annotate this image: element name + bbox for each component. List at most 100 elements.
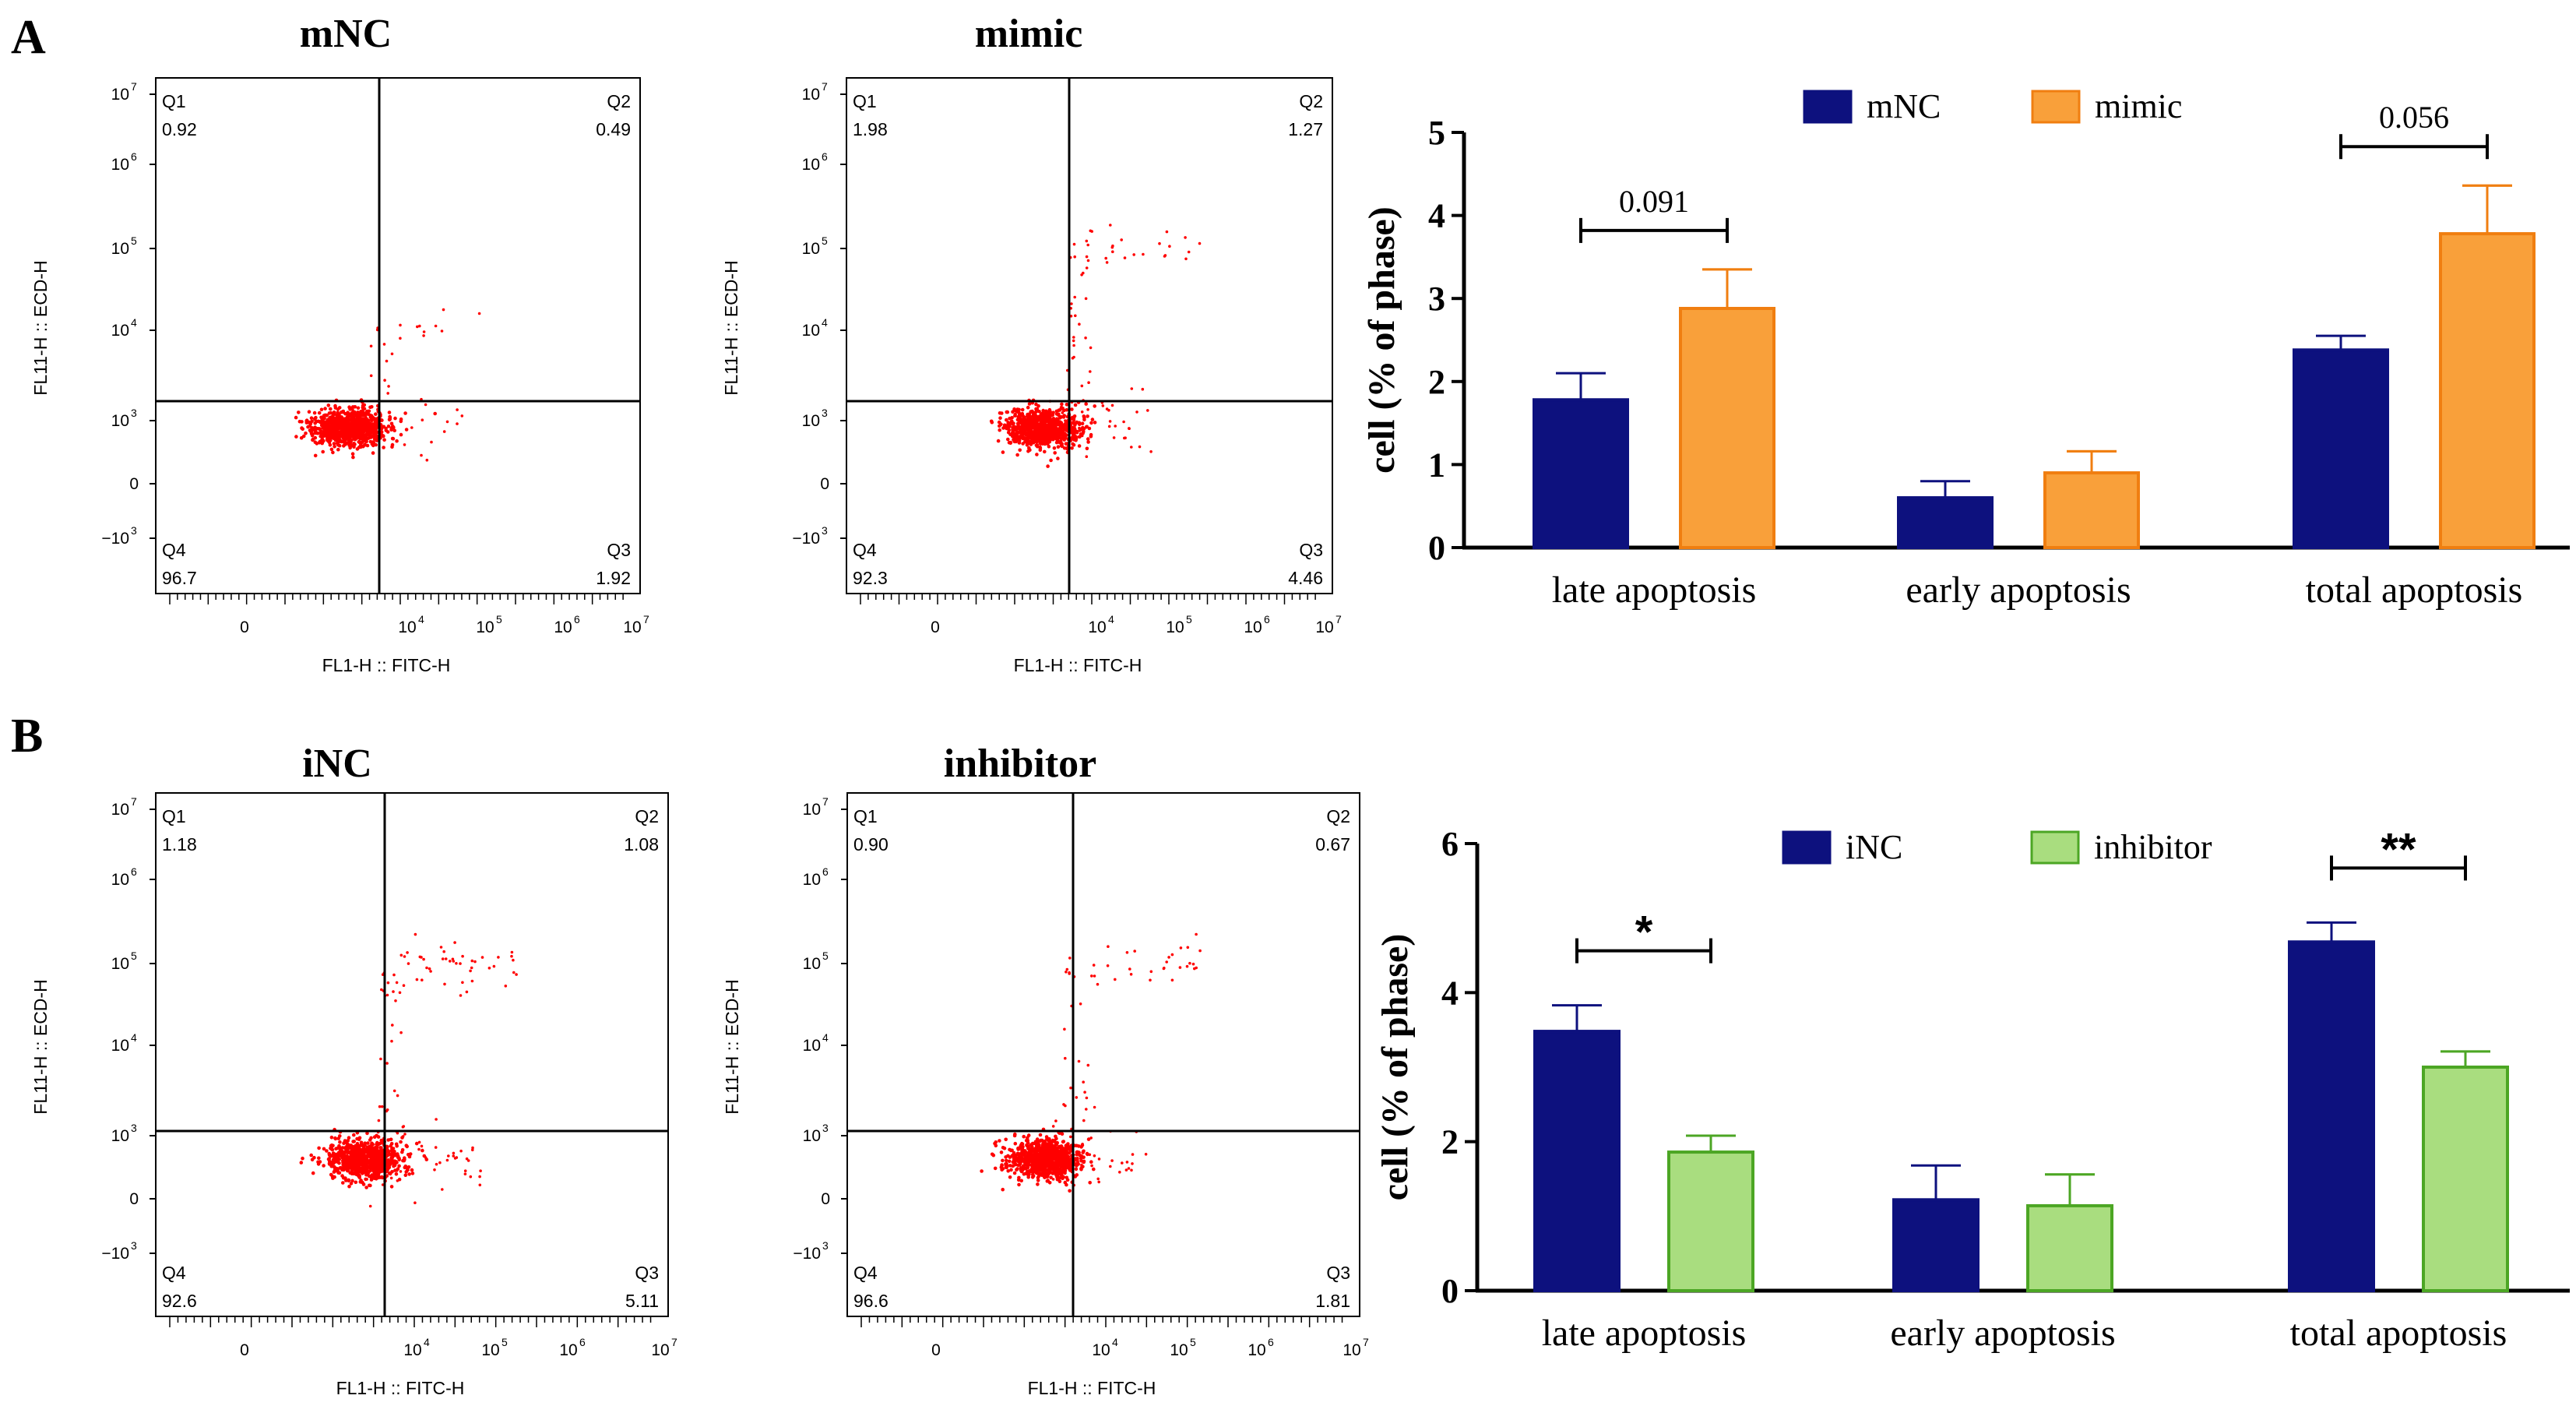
- event-dot: [1064, 435, 1068, 438]
- event-dot: [1036, 1154, 1040, 1157]
- event-dot: [328, 442, 333, 447]
- event-dot: [1069, 315, 1073, 318]
- event-dot: [368, 1138, 372, 1142]
- event-dot: [1077, 1150, 1081, 1154]
- event-dot: [1065, 1161, 1069, 1166]
- event-dot: [405, 1167, 410, 1171]
- event-dot: [999, 422, 1003, 426]
- quadrant-name-q2: Q2: [1299, 91, 1323, 111]
- event-dot: [332, 430, 336, 434]
- event-dot: [378, 1175, 382, 1179]
- event-dot: [1097, 1157, 1101, 1161]
- legend-swatch-mNC: [1803, 90, 1853, 124]
- event-dot: [430, 440, 433, 444]
- event-dot: [452, 1151, 456, 1155]
- event-dot: [364, 1154, 369, 1159]
- event-dot: [1041, 429, 1045, 433]
- event-dot: [327, 411, 332, 415]
- event-dot: [1064, 419, 1067, 422]
- event-dot: [1015, 1151, 1020, 1156]
- event-dot: [438, 1161, 442, 1165]
- event-dot: [1015, 1168, 1019, 1172]
- event-dot: [510, 954, 513, 958]
- event-dot: [1079, 1166, 1083, 1171]
- quadrant-name-q4: Q4: [162, 1263, 186, 1283]
- event-dot: [1086, 437, 1090, 441]
- event-dot: [342, 1159, 347, 1163]
- event-dot: [304, 432, 308, 435]
- event-dot: [1068, 1168, 1072, 1172]
- event-dot: [1041, 426, 1045, 431]
- event-dot: [350, 452, 355, 456]
- event-dot: [1101, 404, 1105, 407]
- event-dot: [1058, 414, 1062, 419]
- quadrant-value-q1: 0.92: [162, 119, 197, 139]
- event-dot: [1028, 1147, 1033, 1152]
- event-dot: [991, 1153, 996, 1157]
- quadrant-name-q3: Q3: [1299, 540, 1323, 560]
- event-dot: [1050, 421, 1054, 425]
- event-dot: [1039, 1147, 1043, 1150]
- event-dot: [1007, 1159, 1012, 1164]
- event-dot: [1072, 355, 1075, 359]
- event-dot: [1043, 1146, 1047, 1150]
- event-dot: [1086, 1063, 1090, 1067]
- event-dot: [329, 1164, 334, 1168]
- event-dot: [466, 1159, 470, 1162]
- y-tick-exponent: 3: [131, 1122, 137, 1134]
- event-dot: [1057, 412, 1061, 416]
- y-tick-exponent: 7: [131, 795, 137, 808]
- event-dot: [1080, 421, 1085, 425]
- event-dot: [470, 979, 474, 983]
- event-dot: [1087, 426, 1092, 431]
- event-dot: [1029, 425, 1034, 430]
- y-tick-exponent: 6: [822, 865, 829, 878]
- event-dot: [371, 425, 376, 429]
- event-dot: [510, 950, 514, 954]
- event-dot: [1073, 403, 1078, 407]
- event-dot: [1027, 1157, 1031, 1162]
- y-tick-label: 10: [803, 801, 821, 819]
- x-tick-label: 10: [651, 1341, 669, 1359]
- event-dot: [373, 1176, 378, 1180]
- event-dot: [378, 1157, 382, 1161]
- x-tick-exponent: 5: [1186, 613, 1192, 625]
- event-dot: [385, 1062, 389, 1065]
- event-dot: [379, 1057, 382, 1061]
- event-dot: [382, 343, 386, 346]
- y-tick-exponent: 3: [822, 407, 828, 419]
- event-dot: [1042, 432, 1046, 437]
- event-dot: [382, 438, 386, 442]
- event-dot: [1163, 254, 1167, 257]
- event-dot: [1041, 1161, 1045, 1166]
- event-dot: [1016, 1146, 1020, 1150]
- event-dot: [1056, 456, 1060, 460]
- event-dot: [1093, 974, 1096, 978]
- y-tick-label: 0: [1428, 529, 1445, 567]
- event-dot: [1035, 421, 1040, 426]
- event-dot: [512, 971, 516, 974]
- event-dot: [352, 1133, 356, 1137]
- event-dot: [1167, 956, 1170, 959]
- event-dot: [332, 442, 336, 446]
- event-dot: [512, 958, 515, 962]
- event-dot: [403, 1133, 406, 1136]
- event-dot: [326, 439, 331, 443]
- event-dot: [1046, 464, 1050, 468]
- y-tick-exponent: 7: [822, 80, 828, 93]
- quadrant-value-q2: 1.27: [1288, 119, 1323, 139]
- event-dot: [369, 1178, 374, 1182]
- event-dot: [1065, 1156, 1069, 1159]
- event-dot: [1064, 1143, 1068, 1147]
- event-dot: [341, 1165, 346, 1170]
- event-dot: [413, 1201, 417, 1204]
- event-dot: [325, 424, 329, 428]
- x-tick-exponent: 7: [643, 613, 649, 625]
- event-dot: [459, 1149, 463, 1153]
- y-tick-label: 10: [803, 1127, 821, 1145]
- event-dot: [993, 1166, 998, 1171]
- event-dot: [403, 411, 407, 415]
- event-dot: [1149, 450, 1153, 453]
- event-dot: [1085, 446, 1089, 451]
- bar-chart-b: 0 2 4 6 cell (% of phase) late apoptosis early…: [1374, 824, 2570, 1354]
